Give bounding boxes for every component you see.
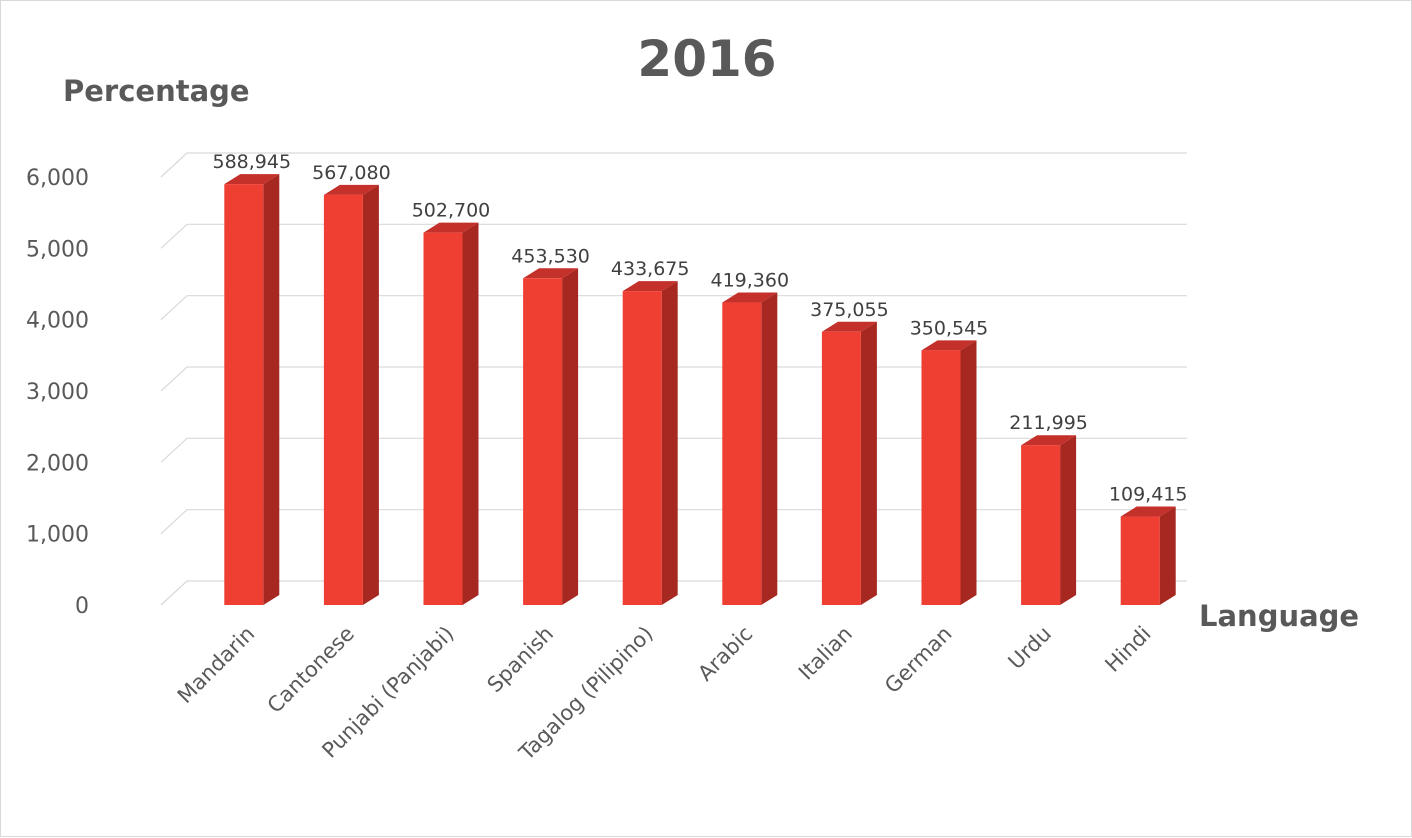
data-label: 419,360	[711, 270, 790, 292]
bar-top	[523, 268, 579, 279]
data-label: 375,055	[810, 299, 889, 321]
data-label: 211,995	[1009, 412, 1088, 434]
bar	[1021, 435, 1077, 605]
bar-side	[263, 174, 280, 605]
data-label: 350,545	[910, 317, 989, 339]
bar-front	[523, 278, 563, 605]
data-labels: 588,945 567,080 502,700 453,530 433,675 419,3…	[213, 151, 1188, 505]
category-label: Arabic	[693, 622, 757, 686]
bar-front	[1021, 445, 1061, 605]
bar-top	[224, 174, 280, 185]
data-label: 433,675	[611, 258, 690, 280]
bar-top	[921, 340, 977, 351]
bar	[224, 174, 280, 605]
bar	[722, 292, 778, 605]
category-label: Cantonese	[263, 622, 359, 718]
data-label: 588,945	[213, 151, 292, 173]
bars	[224, 174, 1176, 606]
bar-side	[761, 292, 778, 605]
bar-top	[622, 281, 678, 292]
category-label: German	[880, 622, 956, 698]
data-label: 453,530	[511, 245, 590, 267]
bar-side	[960, 340, 977, 605]
y-tick-label: 1,000	[26, 523, 89, 548]
bar-front	[622, 291, 662, 605]
category-label: Mandarin	[173, 622, 259, 708]
bar-front	[1120, 516, 1160, 605]
category-label: Italian	[794, 622, 857, 685]
gridline	[160, 152, 1187, 178]
bar-front	[921, 350, 961, 605]
bar-front	[722, 302, 762, 605]
bar-front	[224, 184, 264, 605]
bar-side	[661, 281, 678, 605]
y-tick-labels: 0 1,000 2,000 3,000 4,000 5,000 6,000	[26, 166, 89, 619]
y-tick-label: 4,000	[26, 309, 89, 334]
bar-top	[423, 222, 479, 233]
bar	[323, 184, 379, 606]
bar-side	[860, 321, 877, 605]
y-tick-label: 6,000	[26, 166, 89, 191]
bar-top	[821, 321, 877, 332]
bar-front	[323, 194, 363, 606]
bar-side	[562, 268, 579, 605]
bar-top	[722, 292, 778, 303]
bar	[1120, 506, 1176, 605]
bar-side	[362, 184, 379, 606]
y-tick-label: 2,000	[26, 451, 89, 476]
chart-title: 2016	[637, 30, 776, 88]
bar-side	[1159, 506, 1176, 605]
y-tick-label: 5,000	[26, 237, 89, 262]
bar-front	[821, 331, 861, 605]
gridline	[160, 295, 1187, 321]
x-axis-title: Language	[1199, 599, 1359, 633]
bar	[921, 340, 977, 605]
bar	[523, 268, 579, 605]
category-label: Hindi	[1101, 622, 1156, 677]
y-axis-title: Percentage	[63, 74, 250, 108]
y-tick-label: 3,000	[26, 380, 89, 405]
gridline	[160, 223, 1187, 249]
bar-side	[1060, 435, 1077, 605]
y-tick-label: 0	[75, 594, 89, 619]
bar-top	[323, 184, 379, 195]
gridlines	[160, 152, 1187, 606]
bar-front	[423, 232, 463, 605]
bar-side	[462, 222, 479, 605]
bar-top	[1120, 506, 1176, 517]
data-label: 502,700	[412, 200, 491, 222]
bar	[622, 281, 678, 605]
data-label: 567,080	[312, 162, 391, 184]
category-label: Spanish	[483, 622, 559, 698]
data-label: 109,415	[1109, 484, 1188, 506]
bar	[821, 321, 877, 605]
bar-top	[1021, 435, 1077, 446]
bar	[423, 222, 479, 605]
category-label: Urdu	[1004, 622, 1057, 675]
